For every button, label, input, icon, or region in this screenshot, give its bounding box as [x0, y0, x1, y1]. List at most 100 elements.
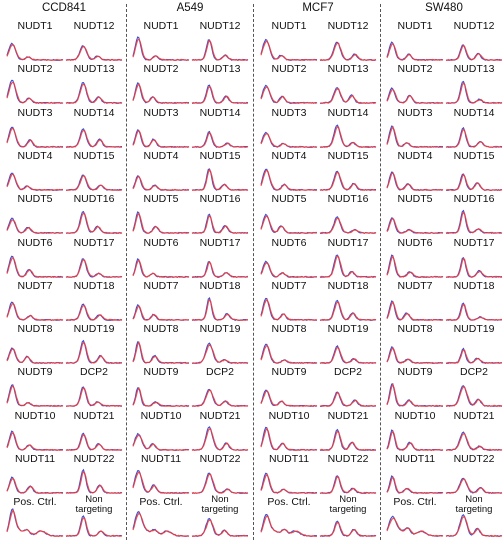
histogram-plot: [191, 296, 249, 321]
histogram-plot: [65, 339, 123, 365]
histogram-cell: NUDT19: [445, 323, 503, 366]
histogram-cell: NUDT6: [6, 236, 64, 280]
histogram-label: NUDT11: [14, 453, 56, 465]
histogram-label: NUDT9: [143, 366, 179, 379]
trace-red: [6, 431, 64, 451]
panel-divider: [253, 4, 254, 540]
histogram-plot: [260, 259, 318, 278]
histogram-cell: NUDT8: [260, 323, 318, 366]
histogram-label: Pos. Ctrl.: [13, 496, 57, 509]
histogram-label: NUDT14: [327, 106, 369, 119]
trace-blue: [6, 217, 63, 235]
trace-blue: [445, 209, 503, 235]
histogram-label: NUDT2: [397, 63, 433, 76]
histogram-plot: [386, 383, 444, 408]
histogram-plot: [191, 342, 249, 365]
histogram-label: NUDT5: [17, 193, 53, 206]
histogram-label: Pos. Ctrl.: [393, 496, 437, 509]
histogram-plot: [445, 44, 503, 61]
histogram-label: NUDT10: [14, 409, 56, 422]
trace-blue: [65, 127, 122, 148]
histogram-label: NUDT15: [453, 149, 495, 162]
trace-blue: [320, 216, 377, 235]
histogram-cell: DCP2: [191, 366, 249, 409]
histogram-label: NUDT14: [73, 106, 115, 119]
trace-blue: [319, 123, 377, 148]
histogram-plot: [445, 173, 503, 191]
histogram-label: NUDT12: [73, 20, 115, 32]
histogram-label: NUDT2: [17, 63, 53, 76]
histogram-cell: Pos. Ctrl.: [260, 496, 318, 539]
histogram-plot: [319, 475, 377, 494]
histogram-label: NUDT6: [17, 236, 53, 249]
trace-blue: [319, 170, 376, 191]
histogram-plot: [386, 125, 444, 148]
trace-red: [445, 432, 503, 451]
histogram-label: NUDT10: [394, 409, 436, 422]
panel-title-mcf7: MCF7: [302, 2, 334, 14]
histogram-cell: NUDT14: [319, 106, 377, 150]
histogram-plot: [386, 346, 444, 365]
trace-red: [132, 83, 189, 105]
histogram-cell: NUDT12: [445, 20, 503, 63]
trace-blue: [260, 389, 318, 408]
histogram-cell: Pos. Ctrl.: [386, 496, 444, 539]
histogram-cell: NUDT3: [386, 107, 444, 150]
trace-blue: [66, 303, 123, 321]
histogram-cell: NUDT22: [319, 453, 377, 496]
trace-red: [65, 212, 123, 235]
histogram-cell: NUDT19: [65, 323, 123, 366]
histogram-plot: [6, 384, 64, 408]
trace-red: [319, 42, 377, 61]
trace-red: [132, 305, 190, 321]
trace-red: [6, 348, 64, 365]
histogram-label: NUDT2: [143, 63, 179, 76]
trace-red: [386, 517, 444, 538]
histogram-label: NUDT21: [453, 409, 495, 422]
histogram-label: DCP2: [79, 366, 108, 379]
trace-red: [6, 81, 64, 105]
histogram-cell: NUDT6: [386, 237, 444, 280]
trace-red: [386, 218, 444, 235]
histogram-cell: NUDT12: [191, 20, 249, 63]
trace-blue: [6, 42, 64, 61]
histogram-label: NUDT21: [327, 409, 369, 422]
trace-red: [386, 42, 444, 61]
histogram-plot: [65, 174, 123, 191]
trace-blue: [260, 426, 318, 451]
trace-red: [65, 304, 123, 321]
histogram-cell: NUDT18: [191, 279, 249, 323]
trace-blue: [320, 391, 377, 408]
trace-red: [386, 476, 444, 495]
trace-red: [65, 517, 123, 538]
trace-blue: [386, 87, 444, 105]
trace-red: [65, 433, 123, 451]
trace-red: [319, 522, 377, 538]
trace-red: [191, 473, 249, 494]
histogram-plot: [445, 256, 503, 278]
trace-blue: [191, 168, 249, 191]
trace-red: [260, 427, 318, 451]
histogram-plot: [386, 515, 444, 538]
histogram-label: NUDT18: [199, 279, 241, 292]
histogram-cell: DCP2: [65, 366, 123, 409]
histogram-label: NUDT17: [199, 236, 241, 249]
histogram-label: NUDT7: [397, 279, 433, 292]
panel-divider: [126, 4, 127, 540]
trace-red: [260, 40, 318, 61]
trace-red: [445, 516, 503, 538]
histogram-label: NUDT3: [17, 106, 53, 119]
histogram-label: NUDT8: [17, 323, 53, 336]
histogram-label: NUDT18: [73, 279, 115, 292]
histogram-label: NUDT11: [394, 453, 436, 465]
trace-red: [260, 344, 318, 365]
panel-title-ccd841: CCD841: [41, 2, 87, 14]
histogram-label: NUDT19: [199, 323, 241, 336]
histogram-cell: NUDT8: [386, 323, 444, 366]
histogram-cell: NUDT16: [445, 193, 503, 236]
histogram-plot: [191, 130, 249, 148]
trace-red: [66, 174, 123, 191]
histogram-label: NUDT7: [271, 279, 307, 292]
histogram-cell: NUDT9: [260, 366, 318, 409]
